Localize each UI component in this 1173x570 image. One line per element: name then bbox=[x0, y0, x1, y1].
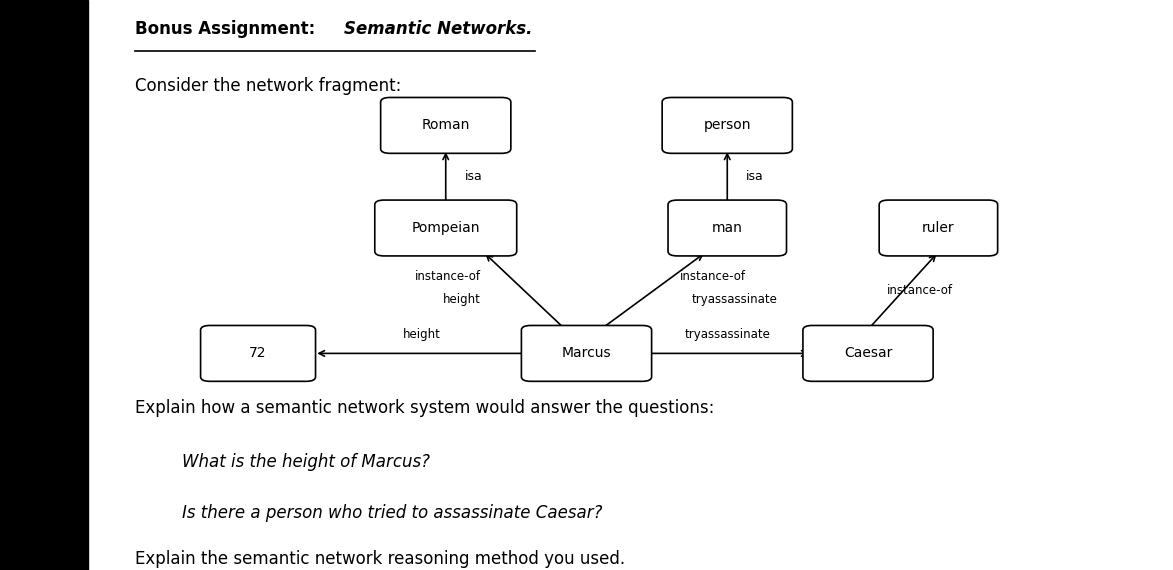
Text: Consider the network fragment:: Consider the network fragment: bbox=[135, 77, 401, 95]
FancyBboxPatch shape bbox=[669, 200, 786, 256]
FancyBboxPatch shape bbox=[662, 97, 793, 153]
Text: Pompeian: Pompeian bbox=[412, 221, 480, 235]
FancyBboxPatch shape bbox=[201, 325, 316, 381]
Text: height: height bbox=[443, 293, 481, 306]
Text: height: height bbox=[404, 328, 441, 341]
Text: Explain the semantic network reasoning method you used.: Explain the semantic network reasoning m… bbox=[135, 550, 625, 568]
Text: 72: 72 bbox=[250, 347, 266, 360]
Text: Explain how a semantic network system would answer the questions:: Explain how a semantic network system wo… bbox=[135, 399, 714, 417]
Text: isa: isa bbox=[465, 170, 482, 183]
FancyBboxPatch shape bbox=[802, 325, 934, 381]
Text: Is there a person who tried to assassinate Caesar?: Is there a person who tried to assassina… bbox=[182, 504, 602, 523]
Bar bbox=[0, 0, 88, 570]
Text: Caesar: Caesar bbox=[843, 347, 893, 360]
Text: tryassassinate: tryassassinate bbox=[684, 328, 771, 341]
Text: Semantic Networks.: Semantic Networks. bbox=[344, 20, 533, 38]
Text: ruler: ruler bbox=[922, 221, 955, 235]
Text: Marcus: Marcus bbox=[562, 347, 611, 360]
Text: instance-of: instance-of bbox=[680, 270, 746, 283]
Text: instance-of: instance-of bbox=[415, 270, 481, 283]
Text: Roman: Roman bbox=[421, 119, 470, 132]
FancyBboxPatch shape bbox=[880, 200, 997, 256]
Text: instance-of: instance-of bbox=[887, 284, 952, 297]
FancyBboxPatch shape bbox=[380, 97, 511, 153]
Text: man: man bbox=[712, 221, 743, 235]
FancyBboxPatch shape bbox=[375, 200, 516, 256]
Text: •: • bbox=[76, 293, 83, 306]
Text: person: person bbox=[704, 119, 751, 132]
Text: isa: isa bbox=[746, 170, 764, 183]
Text: tryassassinate: tryassassinate bbox=[692, 293, 778, 306]
Text: Bonus Assignment:: Bonus Assignment: bbox=[135, 20, 321, 38]
FancyBboxPatch shape bbox=[521, 325, 652, 381]
Text: What is the height of Marcus?: What is the height of Marcus? bbox=[182, 453, 429, 471]
